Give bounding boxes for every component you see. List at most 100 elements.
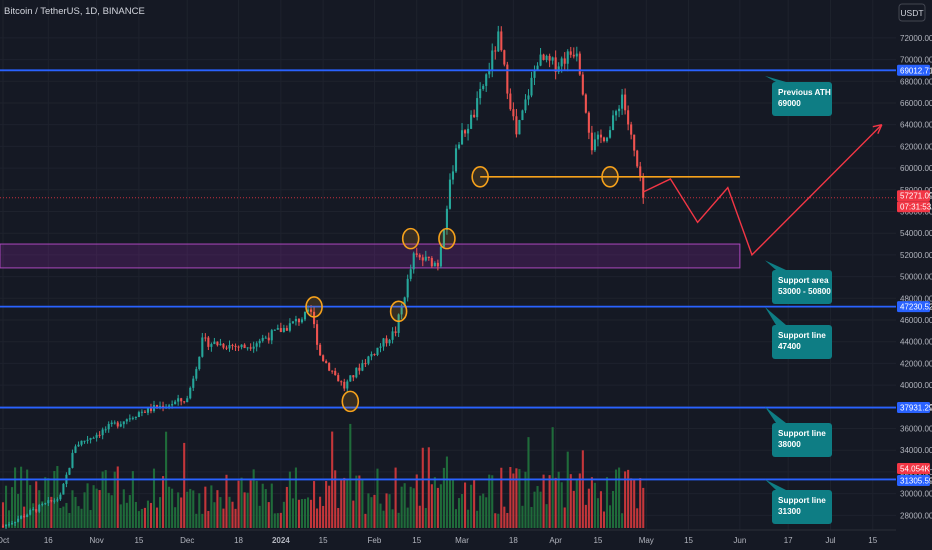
- volume-bar: [285, 486, 288, 528]
- volume-bar: [189, 488, 192, 528]
- volume-bar: [158, 497, 162, 528]
- currency-button[interactable]: USDT: [898, 3, 926, 22]
- volume-bar: [551, 427, 554, 528]
- candle-body: [388, 339, 391, 344]
- volume-bar: [457, 498, 461, 528]
- volume-bar: [518, 469, 521, 528]
- price-badge-bg: [897, 474, 930, 486]
- candle-body: [122, 421, 125, 425]
- candle-body: [587, 112, 590, 133]
- candle-body: [171, 404, 174, 406]
- volume-bar: [627, 469, 630, 528]
- volume-bar: [500, 467, 503, 528]
- price-badge-label: 07:31:53: [900, 203, 932, 212]
- highlight-circle: [401, 227, 420, 250]
- volume-bar: [140, 508, 143, 528]
- callout-bg: [772, 82, 832, 116]
- highlight-circle: [389, 300, 408, 323]
- volume-bar: [201, 513, 204, 528]
- candle-body: [303, 311, 307, 320]
- candle-body: [56, 499, 59, 501]
- time-tick-label: 15: [134, 536, 143, 545]
- candle-body: [460, 130, 464, 145]
- volume-bar: [430, 484, 433, 528]
- candle-body: [506, 64, 509, 94]
- candle-body: [621, 94, 624, 109]
- callout-pointer: [765, 479, 786, 490]
- volume-bar: [86, 483, 89, 528]
- price-tick-label: 28000.00: [900, 511, 932, 520]
- volume-bar: [424, 508, 427, 528]
- candle-body: [68, 467, 71, 475]
- projection-path: [642, 124, 883, 257]
- volume-bar: [267, 502, 270, 528]
- volume-bar: [379, 503, 382, 528]
- volume-bar: [421, 447, 424, 528]
- price-badge-label: 47230.52: [900, 303, 932, 312]
- candle-body: [186, 398, 189, 403]
- candle-body: [17, 518, 20, 522]
- candle-body: [533, 69, 536, 78]
- time-tick-label: 15: [593, 536, 602, 545]
- price-tick-label: 30000.00: [900, 490, 932, 499]
- volume-bar: [418, 505, 421, 528]
- highlight-circle: [341, 390, 360, 413]
- candle-body: [11, 523, 14, 525]
- price-badge: 54.054K: [897, 462, 930, 474]
- volume-bar: [406, 507, 409, 528]
- candle-body: [116, 422, 119, 427]
- volume-bar: [110, 495, 113, 528]
- candle-body: [234, 345, 237, 347]
- candle-body: [192, 378, 195, 388]
- callout-pointer: [765, 75, 786, 82]
- price-tick-label: 54000.00: [900, 229, 932, 238]
- candle-body: [464, 130, 467, 134]
- volume-bar: [415, 474, 418, 528]
- price-badge-label: 31305.59: [900, 476, 932, 485]
- volume-bar: [243, 492, 246, 528]
- volume-bar: [491, 475, 494, 528]
- volume-bar: [171, 488, 174, 528]
- volume-bar: [364, 513, 367, 528]
- volume-bar: [309, 499, 313, 528]
- volume-bar: [143, 507, 146, 528]
- candle-body: [349, 375, 352, 382]
- symbol-title: Bitcoin / TetherUS, 1D, BINANCE: [4, 6, 145, 17]
- price-badge: 37931.29: [897, 402, 932, 414]
- volume-bar: [180, 497, 183, 528]
- candle-body: [624, 94, 627, 111]
- time-axis: Oct 16 Nov 15 Dec 18 2024 15 Feb 15 Mar 18 Apr 15 May 1…: [0, 529, 896, 545]
- callout-text: 38000: [778, 440, 801, 449]
- time-tick-label: Oct: [0, 536, 10, 545]
- candle-body: [258, 340, 261, 344]
- candle-body: [38, 504, 41, 512]
- volume-bar: [131, 471, 134, 528]
- candle-body: [83, 440, 86, 442]
- volume-bar: [497, 513, 500, 528]
- volume-bar: [506, 512, 509, 528]
- volume-bar: [536, 486, 539, 528]
- volume-bar: [322, 505, 325, 528]
- candle-body: [572, 54, 575, 57]
- volume-bar: [445, 456, 448, 528]
- candle-body: [476, 98, 479, 118]
- candle-body: [421, 257, 424, 261]
- volume-bar: [17, 493, 20, 528]
- volume-bar: [596, 498, 599, 528]
- volume-bar: [92, 485, 95, 528]
- candle-body: [391, 331, 394, 340]
- volume-bar: [83, 492, 86, 528]
- volume-bar: [370, 497, 373, 528]
- volume-bar: [488, 474, 491, 528]
- candle-body: [291, 321, 294, 324]
- candle-body: [605, 137, 609, 142]
- candle-body: [282, 328, 285, 333]
- candle-body: [376, 347, 379, 355]
- highlight-circle: [305, 296, 323, 318]
- candle-body: [264, 337, 267, 339]
- volume-bar: [155, 507, 159, 528]
- volume-bar: [288, 471, 291, 528]
- candle-body: [146, 407, 150, 413]
- candle-body: [213, 341, 216, 345]
